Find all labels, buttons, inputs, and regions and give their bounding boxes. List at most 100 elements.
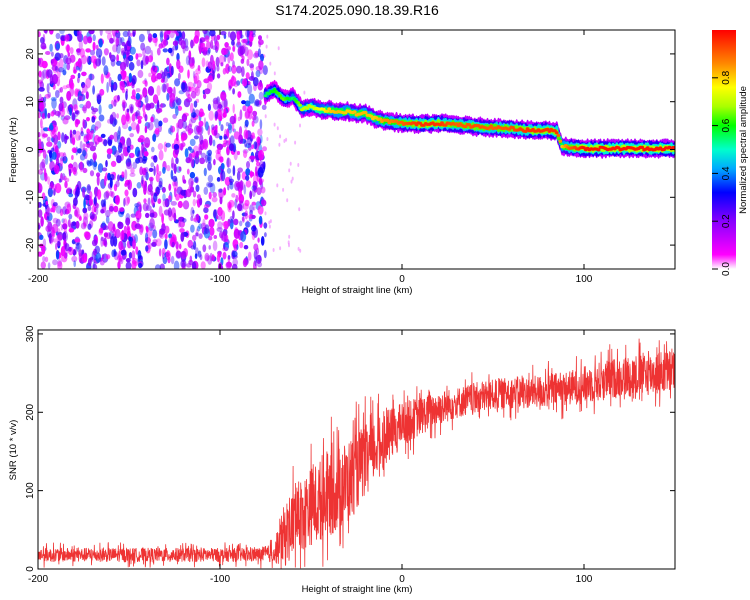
noise-speckle xyxy=(240,230,247,242)
noise-speckle xyxy=(259,134,263,144)
colorbar-tick-label: 0.4 xyxy=(721,166,732,180)
y-tick-label: -10 xyxy=(25,190,36,205)
noise-speckle xyxy=(69,82,75,90)
noise-speckle xyxy=(96,175,100,186)
noise-speckle xyxy=(205,154,209,163)
noise-speckle xyxy=(51,98,57,110)
noise-speckle xyxy=(258,91,264,100)
noise-speckle xyxy=(73,69,77,74)
noise-speckle xyxy=(218,188,223,193)
noise-speckle xyxy=(47,262,51,269)
noise-speckle xyxy=(156,186,161,195)
noise-speckle xyxy=(246,58,250,67)
noise-speckle xyxy=(204,35,210,42)
noise-speckle xyxy=(59,58,64,69)
noise-speckle xyxy=(152,133,157,142)
noise-speckle xyxy=(261,199,267,207)
noise-speckle xyxy=(83,194,90,201)
noise-speckle xyxy=(126,108,130,113)
noise-speckle xyxy=(89,73,93,81)
noise-speckle xyxy=(176,59,181,70)
noise-speckle xyxy=(165,142,171,148)
noise-speckle xyxy=(263,249,267,259)
noise-speckle xyxy=(145,205,152,211)
noise-speckle xyxy=(229,135,235,146)
noise-speckle xyxy=(153,165,156,176)
noise-speckle xyxy=(185,125,190,132)
noise-speckle xyxy=(66,203,72,214)
noise-speckle xyxy=(177,105,183,111)
noise-speckle xyxy=(161,83,167,93)
noise-speckle xyxy=(168,183,172,191)
noise-speckle xyxy=(66,44,70,53)
noise-speckle xyxy=(189,171,196,179)
noise-speckle xyxy=(42,256,46,262)
noise-speckle xyxy=(142,103,146,113)
noise-speckle xyxy=(109,52,112,59)
noise-speckle xyxy=(173,163,177,175)
noise-speckle xyxy=(299,123,301,128)
noise-speckle xyxy=(77,148,82,154)
noise-speckle xyxy=(230,76,237,87)
noise-speckle xyxy=(216,65,220,72)
noise-speckle xyxy=(257,48,261,58)
noise-speckle xyxy=(148,72,152,78)
noise-speckle xyxy=(160,78,165,83)
noise-speckle xyxy=(101,221,106,227)
noise-speckle xyxy=(117,221,124,230)
noise-speckle xyxy=(227,31,231,38)
noise-speckle xyxy=(85,48,91,53)
noise-speckle xyxy=(193,82,196,88)
noise-speckle xyxy=(217,221,223,230)
noise-speckle xyxy=(147,33,153,43)
noise-speckle xyxy=(49,161,55,171)
noise-speckle xyxy=(88,141,95,146)
noise-speckle xyxy=(44,108,47,119)
noise-speckle xyxy=(212,70,215,80)
noise-speckle xyxy=(175,132,179,142)
noise-speckle xyxy=(79,140,83,151)
y-tick-label: -20 xyxy=(25,237,36,252)
noise-speckle xyxy=(193,135,199,140)
noise-speckle xyxy=(131,75,137,85)
noise-speckle xyxy=(43,30,48,34)
noise-speckle xyxy=(43,168,47,178)
noise-speckle xyxy=(166,57,170,66)
noise-speckle xyxy=(119,80,125,91)
noise-speckle xyxy=(142,80,147,85)
noise-speckle xyxy=(62,85,68,90)
noise-speckle xyxy=(154,118,160,129)
noise-speckle xyxy=(167,256,171,264)
noise-speckle xyxy=(273,122,276,127)
noise-speckle xyxy=(145,55,149,65)
noise-speckle xyxy=(82,187,86,198)
noise-speckle xyxy=(172,236,177,244)
noise-speckle xyxy=(67,52,71,57)
noise-speckle xyxy=(231,39,235,46)
noise-speckle xyxy=(39,161,46,171)
noise-speckle xyxy=(213,235,218,239)
noise-speckle xyxy=(223,135,228,140)
noise-speckle xyxy=(68,228,75,233)
noise-speckle xyxy=(208,135,213,146)
noise-speckle xyxy=(82,104,87,114)
noise-speckle xyxy=(180,259,187,268)
noise-speckle xyxy=(180,134,185,142)
noise-speckle xyxy=(183,179,187,184)
noise-speckle xyxy=(55,65,59,73)
noise-speckle xyxy=(128,252,133,259)
noise-speckle xyxy=(130,213,136,218)
noise-speckle xyxy=(190,216,194,222)
noise-speckle xyxy=(240,138,247,144)
noise-speckle xyxy=(178,216,185,222)
noise-speckle xyxy=(273,71,276,76)
noise-speckle xyxy=(46,207,51,217)
noise-speckle xyxy=(162,166,166,174)
noise-speckle xyxy=(251,214,256,220)
noise-speckle xyxy=(259,99,262,106)
noise-speckle xyxy=(242,203,249,210)
noise-speckle xyxy=(279,246,282,251)
noise-speckle xyxy=(74,209,78,217)
noise-speckle xyxy=(190,206,195,218)
